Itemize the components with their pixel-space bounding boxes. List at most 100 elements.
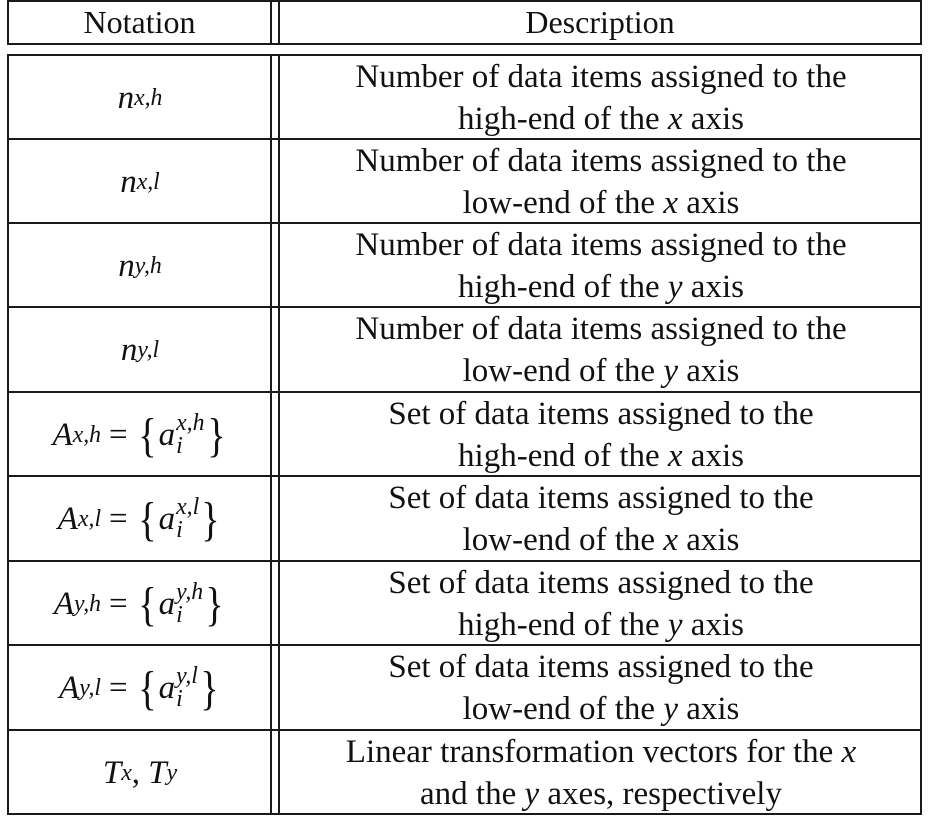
double-divider-left [270,0,272,45]
description-text: axis [682,101,744,137]
description-text: low-end of the [462,185,664,221]
math-subscript: x,l [136,168,160,195]
math-supsub: y,h i [176,581,203,628]
math-subscript: x,h [134,84,163,111]
description-text: axis [682,438,744,474]
row-rule [7,729,922,731]
notation-cell: n x,h [9,56,271,140]
axis-variable: x [667,101,683,137]
math-superscript: x,l [77,505,102,532]
math-subscript: y,h [134,252,162,279]
math-element: a [158,500,176,537]
math-superscript: x,l [176,494,200,521]
description-line: and the y axes, respectively [420,773,782,815]
description-text: low-end of the [462,353,664,389]
equals-sign: = [109,585,128,622]
math-subscript: i [176,433,183,459]
description-text: axis [677,522,740,558]
right-brace: } [206,408,226,462]
description-text: high-end of the [458,269,668,305]
description-text: high-end of the [458,101,668,137]
table-row: n y,l Number of data items assigned to th… [0,308,928,392]
table-row: n x,l Number of data items assigned to th… [0,140,928,224]
description-text: axis [677,353,740,389]
axis-variable: y [663,353,678,389]
axis-variable: y [663,691,678,727]
body-top-rule [7,54,922,56]
description-line: Number of data items assigned to the [355,143,847,179]
double-divider-right [278,54,280,815]
row-rule [7,391,922,393]
description-cell: Number of data items assigned to the hig… [281,56,921,140]
description-line: high-end of the y axis [458,266,744,308]
description-cell: Set of data items assigned to the high-e… [281,393,921,477]
header-notation: Notation [9,2,270,42]
right-border [920,54,922,815]
description-cell: Set of data items assigned to the low-en… [281,477,921,561]
math-symbol: T [102,754,122,791]
header-notation-label: Notation [83,4,196,40]
axis-variable: y [667,269,683,305]
equals-sign: = [109,416,128,453]
header-bottom-rule [7,43,922,45]
row-rule [7,222,922,224]
description-line: high-end of the x axis [458,98,744,140]
math-subscript: i [176,517,183,543]
math-symbol: A [57,500,78,537]
math-subscript: x [121,759,132,786]
description-line: low-end of the x axis [463,182,740,224]
left-brace: { [137,492,157,546]
axis-variable: x [841,734,857,770]
left-brace: { [137,577,157,631]
math-supsub: x,h i [176,412,204,459]
math-superscript: y,h [74,590,102,617]
description-cell: Number of data items assigned to the low… [281,140,921,224]
math-subscript: i [176,602,183,628]
description-line: Set of data items assigned to the [388,480,814,516]
math-element: a [158,669,176,706]
description-text: Linear transformation vectors for the [345,734,842,770]
math-symbol: A [53,585,74,622]
description-cell: Set of data items assigned to the low-en… [281,646,921,730]
description-text: and the [420,776,525,812]
description-text: axis [677,691,740,727]
description-line: Set of data items assigned to the [388,396,814,432]
row-rule [7,560,922,562]
right-brace: } [205,577,224,631]
math-symbol: n [118,247,135,284]
description-text: low-end of the [462,522,664,558]
math-symbol: n [120,163,137,200]
description-line: low-end of the y axis [463,350,740,392]
table-top-rule [7,0,922,2]
double-divider-right [278,0,280,45]
description-text: axes, respectively [539,776,782,812]
double-divider-left [270,54,272,815]
equals-sign: = [109,669,128,706]
math-superscript: y,l [79,674,102,701]
axis-variable: y [667,607,683,643]
math-element: a [158,585,176,622]
axis-variable: y [524,776,540,812]
description-text: axis [677,185,740,221]
description-line: Number of data items assigned to the [355,59,847,95]
description-line: Set of data items assigned to the [388,565,814,601]
left-border [7,54,9,815]
description-text: axis [682,269,744,305]
description-line: Set of data items assigned to the [388,649,814,685]
description-cell: Number of data items assigned to the hig… [281,224,921,308]
equals-sign: = [109,500,128,537]
description-line: high-end of the x axis [458,435,744,477]
description-text: high-end of the [458,607,668,643]
row-rule [7,475,922,477]
left-brace: { [137,408,157,462]
description-cell: Set of data items assigned to the high-e… [281,562,921,646]
